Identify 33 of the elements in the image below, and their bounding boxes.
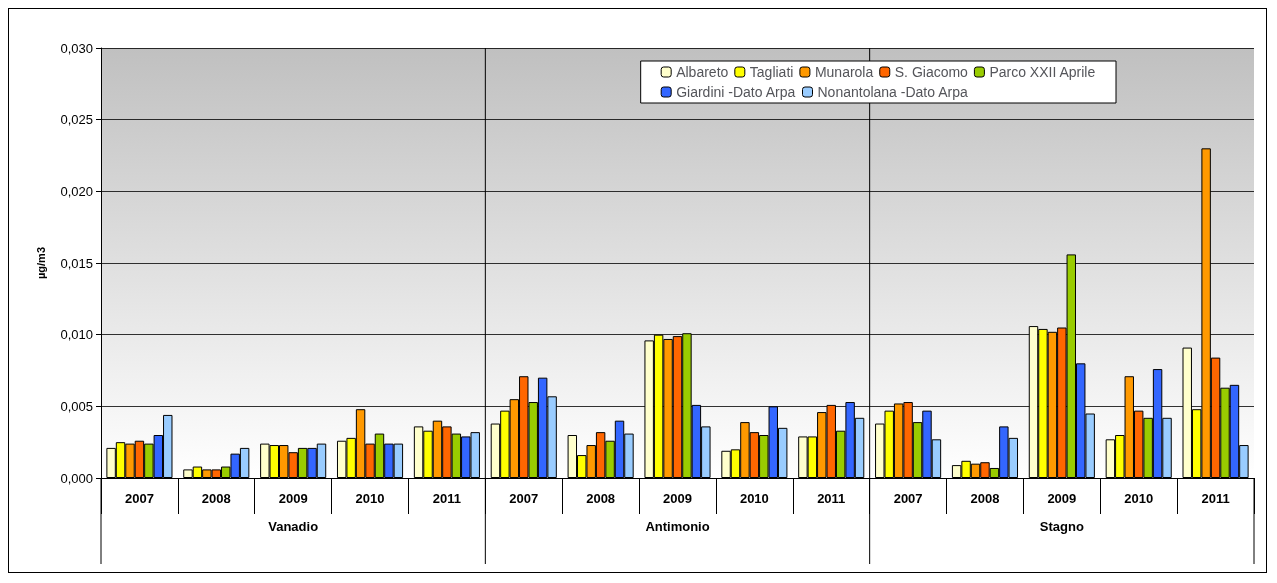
- y-axis-title: µg/m3: [34, 246, 47, 280]
- y-tick-label: 0,005: [60, 398, 93, 414]
- x-tick-label: 2011: [432, 491, 461, 506]
- legend-label: Giardini -Dato Arpa: [676, 84, 796, 100]
- x-tick-label: 2011: [817, 491, 846, 506]
- legend-label: Parco XXII Aprile: [989, 64, 1096, 80]
- legend-label: Nonantolana -Dato Arpa: [817, 84, 968, 100]
- y-tick-label: 0,025: [60, 112, 93, 128]
- x-tick-label: 2008: [970, 491, 1000, 506]
- y-tick-label: 0,010: [60, 327, 93, 343]
- x-tick-label: 2009: [1047, 491, 1077, 506]
- text: Vanadio: [268, 519, 319, 534]
- x-tick-label: 2007: [509, 491, 539, 506]
- x-tick-label: 2009: [278, 491, 308, 506]
- y-tick-label: 0,020: [60, 183, 93, 199]
- x-tick-label: 2010: [1124, 491, 1154, 506]
- x-tick-label: 2010: [355, 491, 385, 506]
- text: Stagno: [1039, 519, 1084, 534]
- y-tick-label: 0,000: [60, 470, 93, 486]
- text: Antimonio: [645, 519, 710, 534]
- x-tick-label: 2008: [586, 491, 616, 506]
- legend-label: Munarola: [814, 64, 874, 80]
- legend-label: Tagliati: [749, 64, 794, 80]
- y-tick-label: 0,030: [60, 40, 93, 56]
- x-tick-label: 2007: [893, 491, 923, 506]
- x-tick-label: 2008: [201, 491, 231, 506]
- y-tick-label: 0,015: [60, 255, 93, 271]
- x-tick-label: 2009: [663, 491, 692, 506]
- x-tick-label: 2007: [124, 491, 154, 506]
- x-tick-label: 2011: [1201, 491, 1230, 506]
- x-tick-label: 2010: [739, 491, 769, 506]
- legend-label: S. Giacomo: [894, 64, 969, 80]
- legend-label: Albareto: [676, 64, 729, 80]
